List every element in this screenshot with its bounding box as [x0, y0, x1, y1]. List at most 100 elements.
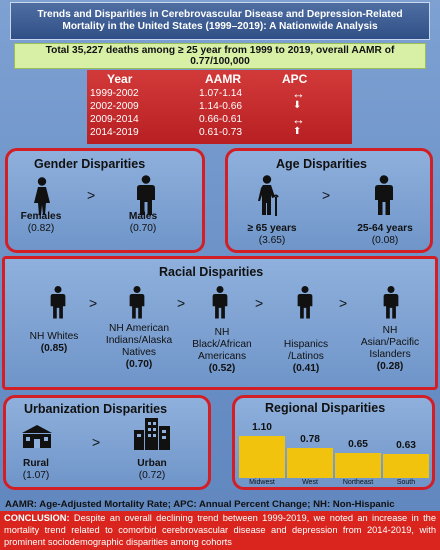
- urban-label: Urban: [137, 458, 167, 469]
- trend-row-year: 2014-2019: [90, 127, 139, 138]
- summary-line-1: Total 35,227 deaths among ≥ 25 year from…: [45, 44, 395, 56]
- racial-title: Racial Disparities: [159, 265, 264, 279]
- trend-header-year: Year: [107, 72, 133, 86]
- elderly-person-icon: [258, 175, 279, 216]
- older-age-label: ≥ 65 years: [247, 223, 297, 234]
- bar-value-label: 1.10: [252, 422, 272, 433]
- race-label: Indians/Alaska: [105, 335, 173, 346]
- trend-apc-up-icon: ⬆: [293, 126, 302, 137]
- regional-panel: Regional Disparities 1.10 Midwest 0.78 West…: [232, 395, 435, 490]
- race-label: Islanders: [369, 349, 411, 360]
- female-icon: [34, 177, 50, 215]
- rural-label: Rural: [22, 458, 50, 469]
- trend-apc-stable-icon: ↔: [292, 86, 305, 101]
- race-group-nh-american-indians: NH American Indians/Alaska Natives (0.70…: [95, 323, 183, 371]
- race-label: NH American: [108, 323, 169, 334]
- race-label: Americans: [197, 351, 247, 362]
- race-value: (0.52): [208, 363, 236, 374]
- trend-row-aamr: 0.66-0.61: [199, 114, 243, 125]
- trend-row-year: 1999-2002: [90, 88, 139, 99]
- greater-than-sign: >: [322, 187, 331, 203]
- person-icon: [297, 285, 313, 319]
- race-group-nh-whites: NH Whites (0.85): [13, 331, 95, 355]
- trend-header-apc: APC: [282, 72, 308, 86]
- race-label: Black/African: [192, 339, 252, 350]
- trend-row-aamr: 1.07-1.14: [199, 88, 243, 99]
- conclusion-label: CONCLUSION:: [4, 513, 70, 523]
- race-value: (0.28): [376, 361, 404, 372]
- race-value: (0.70): [125, 359, 153, 370]
- greater-than-sign: >: [87, 187, 96, 203]
- female-label: Females: [20, 211, 62, 222]
- trend-table: Year AAMR APC 1999-2002 1.07-1.14 ↔ 2002…: [87, 70, 352, 144]
- race-group-nh-asian: NH Asian/Pacific Islanders (0.28): [350, 325, 430, 373]
- bar-value-label: 0.63: [396, 439, 416, 451]
- bar-category-label: South: [396, 479, 416, 486]
- race-label: /Latinos: [288, 351, 324, 362]
- trend-row-year: 2009-2014: [90, 114, 139, 125]
- trend-header-aamr: AAMR: [205, 72, 241, 86]
- racial-panel: Racial Disparities > > > > NH Whites (0.…: [2, 256, 438, 390]
- race-label: NH: [382, 325, 398, 336]
- person-icon: [129, 285, 145, 319]
- race-value: (0.85): [40, 343, 68, 354]
- regional-bar-chart: 1.10 Midwest 0.78 West 0.65 Northeast 0.63 Sout…: [239, 398, 433, 488]
- gender-title: Gender Disparities: [34, 157, 146, 171]
- urbanization-panel: Urbanization Disparities > Rural (1.07) …: [3, 395, 211, 490]
- conclusion-box: CONCLUSION: Despite an overall declining…: [0, 511, 440, 550]
- urbanization-title: Urbanization Disparities: [24, 402, 168, 416]
- greater-than-sign: >: [89, 295, 98, 311]
- greater-than-sign: >: [255, 295, 264, 311]
- abbreviations-note: AAMR: Age-Adjusted Mortality Rate; APC: …: [5, 499, 395, 510]
- male-label: Males: [128, 211, 158, 222]
- race-label: Natives: [122, 347, 156, 358]
- person-icon: [50, 285, 66, 319]
- bar-category-label: Midwest: [249, 479, 275, 486]
- bar-value-label: 0.78: [300, 434, 320, 446]
- summary-line-2: 0.77/100,000: [190, 56, 250, 67]
- trend-apc-down-icon: ⬇: [293, 100, 302, 111]
- city-buildings-icon: [134, 418, 170, 450]
- regional-title: Regional Disparities: [265, 401, 386, 415]
- page-title: Trends and Disparities in Cerebrovascula…: [10, 2, 430, 40]
- trend-apc-stable-icon: ↔: [292, 112, 305, 127]
- trend-row-aamr: 1.14-0.66: [199, 101, 243, 112]
- person-icon: [383, 285, 399, 319]
- bar-west: [287, 448, 333, 478]
- male-group: Males (0.70): [118, 211, 168, 235]
- age-panel: Age Disparities > ≥ 65 years (3.65) 25-6…: [225, 148, 433, 253]
- person-icon: [212, 285, 228, 319]
- trend-row-aamr: 0.61-0.73: [199, 127, 243, 138]
- younger-age-label: 25-64 years: [357, 223, 413, 234]
- female-value: (0.82): [27, 223, 55, 234]
- race-label: NH: [214, 327, 230, 338]
- title-line-1: Trends and Disparities in Cerebrovascula…: [37, 8, 403, 20]
- bar-midwest: [239, 436, 285, 478]
- bar-northeast: [335, 453, 381, 478]
- conclusion-text: Despite an overall declining trend betwe…: [4, 513, 436, 548]
- summary-box: Total 35,227 deaths among ≥ 25 year from…: [14, 43, 426, 69]
- bar-category-label: West: [302, 479, 318, 486]
- urban-group: Urban (0.72): [128, 458, 176, 482]
- age-title: Age Disparities: [276, 157, 368, 171]
- younger-age-value: (0.08): [371, 235, 399, 246]
- greater-than-sign: >: [177, 295, 186, 311]
- race-label: Hispanics: [283, 339, 329, 350]
- urban-value: (0.72): [138, 470, 166, 481]
- title-line-2: Mortality in the United States (1999–201…: [62, 21, 378, 32]
- race-value: (0.41): [292, 363, 320, 374]
- bar-category-label: Northeast: [342, 479, 374, 486]
- male-value: (0.70): [129, 223, 157, 234]
- female-group: Females (0.82): [16, 211, 66, 235]
- rural-school-icon: [22, 425, 52, 448]
- older-age-value: (3.65): [258, 235, 286, 246]
- greater-than-sign: >: [92, 434, 101, 450]
- bar-value-label: 0.65: [348, 439, 368, 451]
- younger-age-group: 25-64 years (0.08): [350, 223, 420, 247]
- race-group-nh-black: NH Black/African Americans (0.52): [183, 327, 261, 375]
- trend-row-year: 2002-2009: [90, 101, 139, 112]
- greater-than-sign: >: [339, 295, 348, 311]
- race-group-hispanics: Hispanics /Latinos (0.41): [270, 339, 342, 375]
- gender-panel: Gender Disparities > Females (0.82) Male…: [5, 148, 205, 253]
- race-label: NH Whites: [29, 331, 79, 342]
